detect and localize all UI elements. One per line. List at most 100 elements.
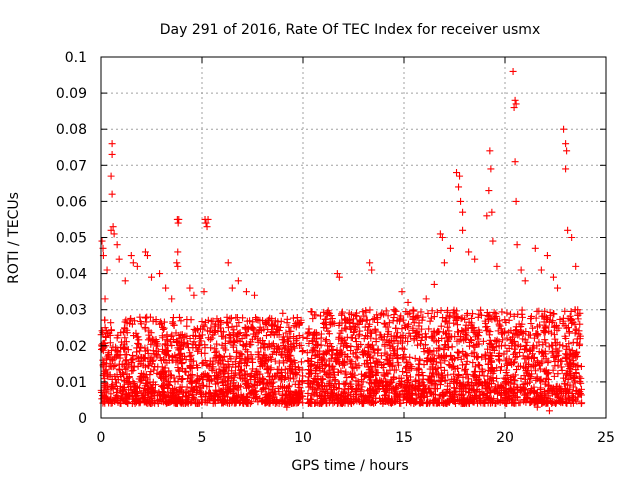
data-point <box>269 398 277 406</box>
data-point <box>356 327 364 335</box>
data-point <box>247 338 255 346</box>
data-point <box>293 335 301 343</box>
data-point <box>498 308 506 316</box>
data-point <box>168 331 176 339</box>
data-point <box>336 329 344 337</box>
data-point <box>343 374 351 382</box>
data-point <box>446 387 454 395</box>
data-point <box>561 307 569 315</box>
data-point <box>168 295 176 303</box>
data-point <box>225 331 233 339</box>
data-point <box>473 331 481 339</box>
data-point <box>572 349 580 357</box>
data-point <box>374 318 382 326</box>
data-point <box>312 311 320 319</box>
data-point <box>457 355 465 363</box>
data-point <box>306 379 314 387</box>
data-point <box>550 384 558 392</box>
data-point <box>335 273 343 281</box>
x-tick-label: 20 <box>496 430 514 446</box>
data-point <box>161 350 169 358</box>
data-point <box>537 377 545 385</box>
data-point <box>374 358 382 366</box>
data-point <box>269 391 277 399</box>
data-point <box>256 378 264 386</box>
data-point <box>369 316 377 324</box>
data-point <box>538 348 546 356</box>
data-point <box>455 337 463 345</box>
data-point <box>441 357 449 365</box>
data-point <box>370 346 378 354</box>
data-point <box>265 340 273 348</box>
data-point <box>463 311 471 319</box>
data-point <box>174 248 182 256</box>
data-point <box>187 316 195 324</box>
data-point <box>259 317 267 325</box>
data-point <box>459 373 467 381</box>
data-point <box>545 369 553 377</box>
data-point <box>364 397 372 405</box>
data-point <box>141 314 149 322</box>
data-point <box>437 322 445 330</box>
data-point <box>305 383 313 391</box>
data-point <box>237 383 245 391</box>
data-point <box>444 382 452 390</box>
data-point <box>516 362 524 370</box>
data-point <box>108 383 116 391</box>
data-point <box>501 389 509 397</box>
data-point <box>229 329 237 337</box>
data-point <box>575 373 583 381</box>
data-point <box>154 400 162 408</box>
data-point <box>287 352 295 360</box>
data-point <box>367 334 375 342</box>
data-point <box>445 334 453 342</box>
data-point <box>131 396 139 404</box>
data-point <box>279 341 287 349</box>
data-point <box>404 359 412 367</box>
data-point <box>424 399 432 407</box>
data-point <box>348 363 356 371</box>
data-point <box>392 324 400 332</box>
data-point <box>570 372 578 380</box>
data-point <box>271 357 279 365</box>
data-point <box>174 377 182 385</box>
data-point <box>502 400 510 408</box>
data-point <box>253 381 261 389</box>
data-point <box>177 349 185 357</box>
data-point <box>233 322 241 330</box>
data-point <box>242 395 250 403</box>
data-point <box>503 395 511 403</box>
data-point <box>317 330 325 338</box>
data-point <box>337 392 345 400</box>
data-point <box>415 322 423 330</box>
data-point <box>389 398 397 406</box>
data-point <box>529 324 537 332</box>
data-point <box>315 353 323 361</box>
data-point <box>509 390 517 398</box>
data-point <box>133 262 141 270</box>
data-point <box>468 350 476 358</box>
data-point <box>232 333 240 341</box>
data-point <box>545 386 553 394</box>
data-point <box>195 380 203 388</box>
data-point <box>265 366 273 374</box>
data-point <box>212 380 220 388</box>
data-point <box>105 362 113 370</box>
data-point <box>299 347 307 355</box>
data-point <box>182 368 190 376</box>
data-point <box>204 316 212 324</box>
data-point <box>548 349 556 357</box>
data-point <box>350 315 358 323</box>
data-point <box>309 315 317 323</box>
data-point <box>399 368 407 376</box>
data-point <box>104 351 112 359</box>
data-point <box>336 319 344 327</box>
data-point <box>296 394 304 402</box>
data-point <box>562 335 570 343</box>
data-point <box>424 376 432 384</box>
data-point <box>500 350 508 358</box>
data-point <box>108 150 116 158</box>
data-point <box>130 332 138 340</box>
data-point <box>478 353 486 361</box>
data-point <box>233 384 241 392</box>
